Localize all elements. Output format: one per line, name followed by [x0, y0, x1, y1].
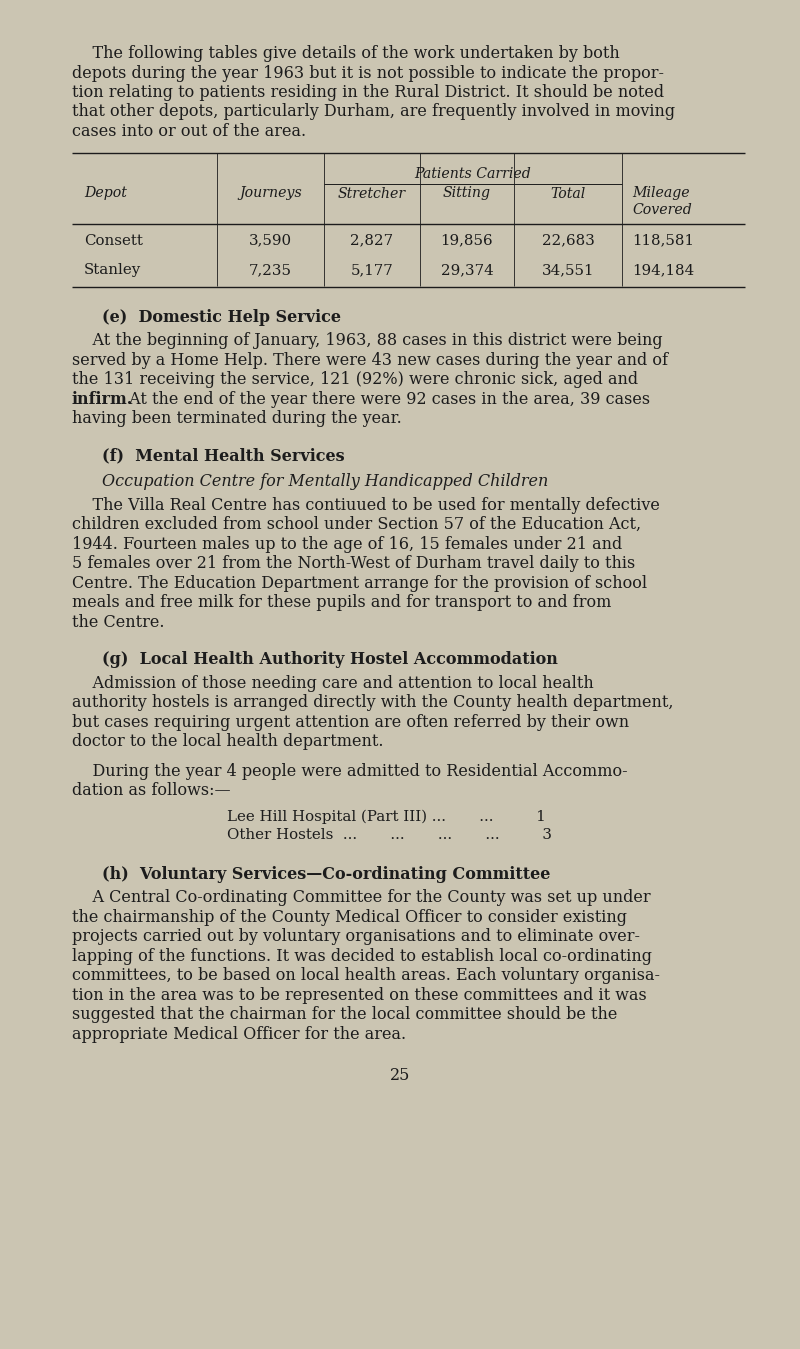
Text: Stanley: Stanley	[84, 263, 142, 277]
Text: projects carried out by voluntary organisations and to eliminate over-: projects carried out by voluntary organi…	[72, 928, 640, 946]
Text: the Centre.: the Centre.	[72, 614, 165, 630]
Text: committees, to be based on local health areas. Each voluntary organisa-: committees, to be based on local health …	[72, 967, 660, 983]
Text: 5,177: 5,177	[350, 263, 394, 277]
Text: 5 females over 21 from the North-West of Durham travel daily to this: 5 females over 21 from the North-West of…	[72, 554, 635, 572]
Text: Depot: Depot	[84, 186, 127, 201]
Text: Patients Carried: Patients Carried	[414, 166, 531, 181]
Text: lapping of the functions. It was decided to establish local co-ordinating: lapping of the functions. It was decided…	[72, 947, 652, 965]
Text: (f)  Mental Health Services: (f) Mental Health Services	[102, 448, 345, 464]
Text: 7,235: 7,235	[249, 263, 292, 277]
Text: Occupation Centre for Mentally Handicapped Children: Occupation Centre for Mentally Handicapp…	[102, 473, 548, 490]
Text: Journeys: Journeys	[239, 186, 302, 201]
Text: (h)  Voluntary Services—Co-ordinating Committee: (h) Voluntary Services—Co-ordinating Com…	[102, 866, 550, 882]
Text: depots during the year 1963 but it is not possible to indicate the propor-: depots during the year 1963 but it is no…	[72, 65, 664, 81]
Text: Admission of those needing care and attention to local health: Admission of those needing care and atte…	[72, 674, 594, 692]
Text: cases into or out of the area.: cases into or out of the area.	[72, 123, 306, 140]
Text: having been terminated during the year.: having been terminated during the year.	[72, 410, 402, 428]
Text: 29,374: 29,374	[441, 263, 494, 277]
Text: 1944. Fourteen males up to the age of 16, 15 females under 21 and: 1944. Fourteen males up to the age of 16…	[72, 536, 622, 553]
Text: Covered: Covered	[632, 204, 692, 217]
Text: infirm.: infirm.	[72, 391, 134, 407]
Text: 118,581: 118,581	[632, 233, 694, 248]
Text: served by a Home Help. There were 43 new cases during the year and of: served by a Home Help. There were 43 new…	[72, 352, 668, 368]
Text: The Villa Real Centre has contiuued to be used for mentally defective: The Villa Real Centre has contiuued to b…	[72, 496, 660, 514]
Text: the chairmanship of the County Medical Officer to consider existing: the chairmanship of the County Medical O…	[72, 909, 627, 925]
Text: authority hostels is arranged directly with the County health department,: authority hostels is arranged directly w…	[72, 693, 674, 711]
Text: the 131 receiving the service, 121 (92%) were chronic sick, aged and: the 131 receiving the service, 121 (92%)…	[72, 371, 638, 389]
Text: At the beginning of January, 1963, 88 cases in this district were being: At the beginning of January, 1963, 88 ca…	[72, 332, 662, 349]
Text: tion in the area was to be represented on these committees and it was: tion in the area was to be represented o…	[72, 986, 646, 1004]
Text: tion relating to patients residing in the Rural District. It should be noted: tion relating to patients residing in th…	[72, 84, 664, 101]
Text: The following tables give details of the work undertaken by both: The following tables give details of the…	[72, 45, 620, 62]
Text: 2,827: 2,827	[350, 233, 394, 248]
Text: (e)  Domestic Help Service: (e) Domestic Help Service	[102, 309, 341, 325]
Text: appropriate Medical Officer for the area.: appropriate Medical Officer for the area…	[72, 1025, 406, 1043]
Text: Stretcher: Stretcher	[338, 186, 406, 201]
Text: 194,184: 194,184	[632, 263, 694, 277]
Text: dation as follows:—: dation as follows:—	[72, 782, 230, 799]
Text: suggested that the chairman for the local committee should be the: suggested that the chairman for the loca…	[72, 1006, 618, 1023]
Text: but cases requiring urgent attention are often referred by their own: but cases requiring urgent attention are…	[72, 714, 629, 731]
Text: 3,590: 3,590	[249, 233, 292, 248]
Text: Consett: Consett	[84, 233, 143, 248]
Text: doctor to the local health department.: doctor to the local health department.	[72, 733, 383, 750]
Text: Sitting: Sitting	[443, 186, 491, 201]
Text: meals and free milk for these pupils and for transport to and from: meals and free milk for these pupils and…	[72, 594, 611, 611]
Text: A Central Co-ordinating Committee for the County was set up under: A Central Co-ordinating Committee for th…	[72, 889, 650, 907]
Text: Lee Hill Hospital (Part III) ...       ...         1: Lee Hill Hospital (Part III) ... ... 1	[227, 809, 546, 824]
Text: children excluded from school under Section 57 of the Education Act,: children excluded from school under Sect…	[72, 517, 641, 533]
Text: 19,856: 19,856	[441, 233, 494, 248]
Text: that other depots, particularly Durham, are frequently involved in moving: that other depots, particularly Durham, …	[72, 104, 675, 120]
Text: Other Hostels  ...       ...       ...       ...         3: Other Hostels ... ... ... ... 3	[227, 828, 552, 842]
Text: Mileage: Mileage	[632, 186, 690, 201]
Text: 25: 25	[390, 1067, 410, 1085]
Text: 22,683: 22,683	[542, 233, 594, 248]
Text: During the year 4 people were admitted to Residential Accommo-: During the year 4 people were admitted t…	[72, 762, 628, 780]
Text: (g)  Local Health Authority Hostel Accommodation: (g) Local Health Authority Hostel Accomm…	[102, 652, 558, 668]
Text: Centre. The Education Department arrange for the provision of school: Centre. The Education Department arrange…	[72, 575, 647, 592]
Text: Total: Total	[550, 186, 586, 201]
Text: At the end of the year there were 92 cases in the area, 39 cases: At the end of the year there were 92 cas…	[124, 391, 650, 407]
Text: 34,551: 34,551	[542, 263, 594, 277]
